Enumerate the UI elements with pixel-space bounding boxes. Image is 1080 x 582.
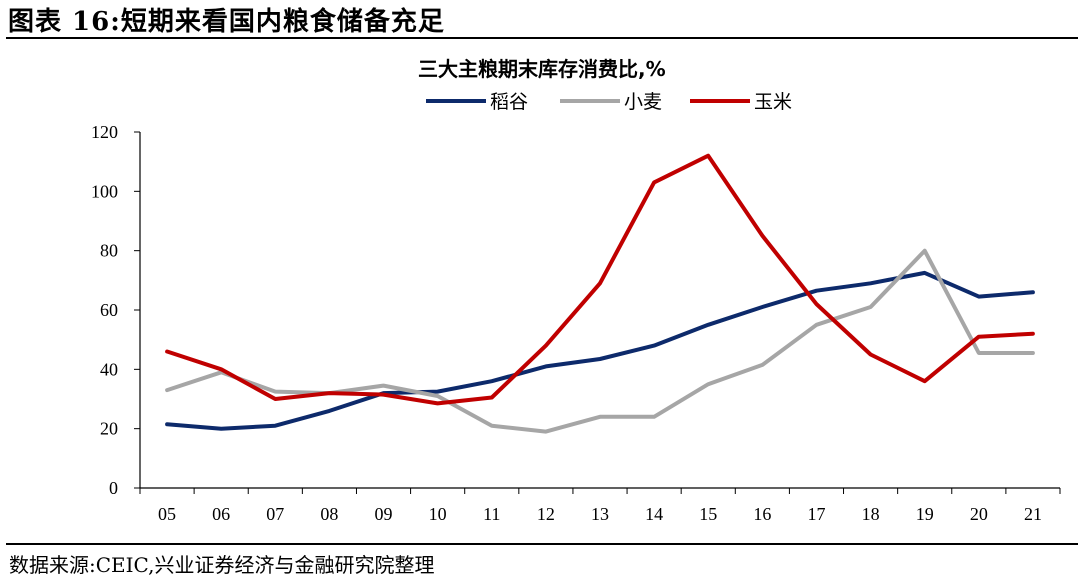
- x-tick-label: 08: [320, 504, 338, 524]
- title-divider: [6, 37, 1078, 39]
- source-note: 数据来源:CEIC,兴业证券经济与金融研究院整理: [9, 553, 435, 577]
- y-tick-label: 60: [100, 300, 118, 320]
- series-line-2: [165, 248, 1035, 434]
- x-tick-label: 10: [429, 504, 447, 524]
- x-tick-label: 17: [807, 504, 825, 524]
- x-tick-label: 14: [645, 504, 663, 524]
- chart-axes: 0 20 40 60 80 100 120 05 06 07 08 09 10 11 12 13 14 15 16 1…: [91, 122, 1061, 524]
- y-tick-label: 120: [91, 122, 118, 142]
- chart-series: [165, 153, 1035, 434]
- chart-title: 三大主粮期末库存消费比,%: [418, 57, 666, 81]
- figure-title: 图表 16:短期来看国内粮食储备充足: [8, 7, 445, 37]
- x-tick-label: 19: [916, 504, 934, 524]
- y-tick-label: 80: [100, 241, 118, 261]
- x-tick-label: 21: [1024, 504, 1042, 524]
- x-tick-label: 20: [970, 504, 988, 524]
- x-tick-label: 05: [158, 504, 176, 524]
- y-tick-label: 20: [100, 419, 118, 439]
- x-tick-label: 13: [591, 504, 609, 524]
- series-line-1: [165, 270, 1035, 431]
- y-tick-label: 40: [100, 359, 118, 379]
- x-tick-label: 06: [212, 504, 230, 524]
- chart-legend: 稻谷 小麦 玉米: [426, 91, 792, 113]
- x-tick-label: 15: [699, 504, 717, 524]
- series-line-3: [165, 153, 1035, 406]
- legend-label-3: 玉米: [754, 91, 792, 113]
- x-tick-label: 16: [753, 504, 771, 524]
- x-tick-label: 09: [375, 504, 393, 524]
- x-tick-label: 18: [862, 504, 880, 524]
- x-tick-label: 12: [537, 504, 555, 524]
- x-tick-label: 11: [483, 504, 500, 524]
- source-divider: [6, 543, 1078, 545]
- y-tick-label: 100: [91, 181, 118, 201]
- x-tick-label: 07: [266, 504, 284, 524]
- legend-label-1: 稻谷: [490, 91, 528, 113]
- y-tick-label: 0: [109, 478, 118, 498]
- legend-label-2: 小麦: [624, 91, 662, 113]
